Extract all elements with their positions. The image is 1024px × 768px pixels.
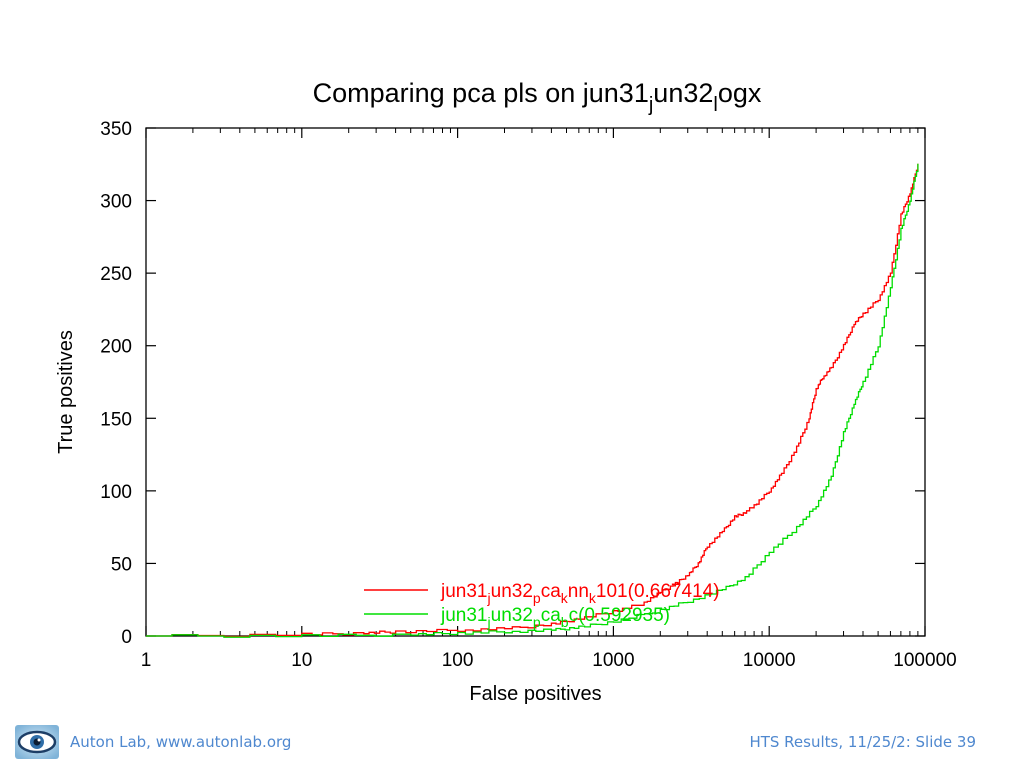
legend-label-1: jun31jun32pcaknnk101(0.667414) [440,581,720,606]
legend-label-part: k [589,590,597,606]
legend-label-part: c(0.592935) [569,605,670,626]
chart-title: Comparing pca pls on jun31jun32logx [313,78,762,116]
x-tick-label: 100 [442,650,474,671]
chart-title-part-2: un32 [653,78,713,108]
legend: jun31jun32pcaknnk101(0.667414)jun31jun32… [364,581,720,630]
legend-label-part: j [487,614,491,630]
legend-label-part: un32 [491,605,533,626]
y-tick-label: 150 [100,409,132,430]
legend-label-part: jun31 [440,605,488,626]
series-line-1 [146,163,919,638]
y-tick-label: 50 [111,554,132,575]
chart-title-part-1: j [648,94,653,116]
x-tick-label: 1 [141,650,152,671]
x-axis-label: False positives [469,683,601,705]
footer-left: Auton Lab, www.autonlab.org [14,724,291,760]
y-tick-label: 200 [100,337,132,358]
legend-label-part: k [561,590,569,606]
plot-border [145,127,926,637]
chart-title-part-3: l [713,94,717,116]
x-tick-label: 10 [291,650,312,671]
eye-logo-icon [15,725,59,759]
legend-label-part: ca [541,581,562,602]
chart-title-part-0: Comparing pca pls on jun31 [313,78,649,108]
y-tick-label: 300 [100,192,132,213]
chart: Comparing pca pls on jun31jun32logx 1 10 1… [55,78,957,705]
x-tick-label: 100000 [893,650,956,671]
legend-label-part: nn [568,581,589,602]
footer-right-text: HTS Results, 11/25/2: Slide 39 [749,733,976,751]
legend-label-part: b [561,614,569,630]
legend-label-part: j [487,590,491,606]
legend-label-part: jun31 [440,581,488,602]
chart-title-text: Comparing pca pls on jun31jun32logx [313,78,762,116]
x-tick-label: 10000 [743,650,796,671]
legend-label-part: p [533,614,541,630]
x-tick-label: 1000 [592,650,634,671]
y-axis-label: True positives [55,330,77,454]
legend-label-part: p [533,590,541,606]
chart-title-part-4: ogx [718,78,762,108]
series-line-2 [146,163,919,638]
legend-label-part: un32 [491,581,533,602]
y-tick-label: 250 [100,264,132,285]
legend-label-part: ca [541,605,562,626]
y-tick-label: 0 [121,627,132,648]
y-tick-label: 350 [100,119,132,140]
plot-frame [145,127,926,637]
series-lines [146,163,919,638]
legend-label-part: 101(0.667414) [596,581,720,602]
legend-label-2: jun31jun32pcabc(0.592935) [440,605,670,630]
y-axis: 0 50 100 150 200 250 300 350 [100,119,925,648]
y-tick-label: 100 [100,482,132,503]
footer-left-text: Auton Lab, www.autonlab.org [70,733,292,751]
